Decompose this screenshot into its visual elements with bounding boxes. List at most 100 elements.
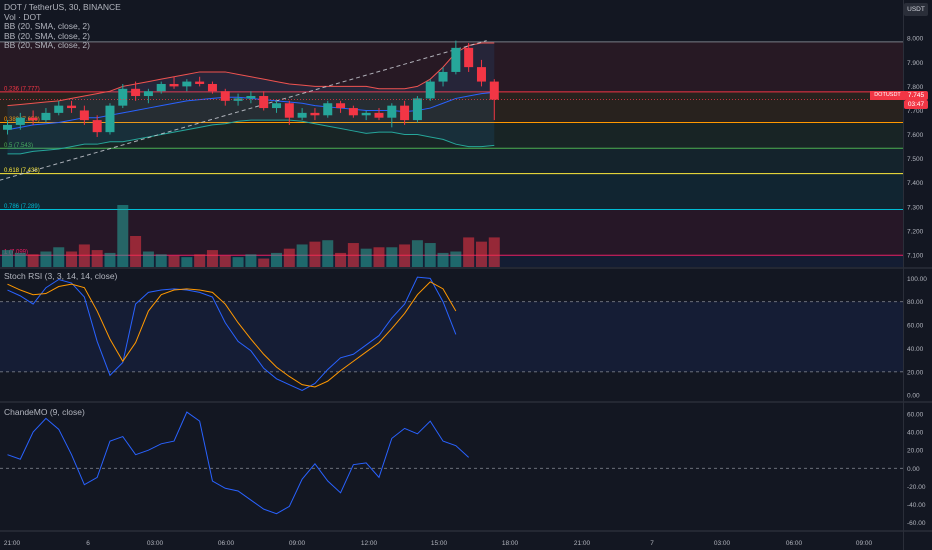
volume-legend[interactable]: Vol · DOT <box>4 11 42 22</box>
volume-bar <box>335 252 347 267</box>
volume-bar <box>424 243 436 267</box>
volume-bar <box>245 254 257 267</box>
volume-bar <box>232 257 244 267</box>
candle-body <box>438 71 448 82</box>
stoch-rsi-legend[interactable]: Stoch RSI (3, 3, 14, 14, close) <box>4 271 118 281</box>
cmo-axis-tick: 40.00 <box>907 430 924 437</box>
candle-body <box>284 103 294 118</box>
stoch-band-fill <box>0 301 903 372</box>
candle-body <box>374 112 384 118</box>
fib-level-label: 1 (7.099) <box>4 250 28 256</box>
volume-bar <box>258 258 270 267</box>
candle-body <box>297 112 307 118</box>
candle-body <box>207 83 217 92</box>
volume-bar <box>309 241 321 267</box>
bb-lower-line <box>7 119 495 155</box>
candle-body <box>92 120 102 133</box>
volume-bar <box>399 244 411 267</box>
volume-bar <box>14 252 26 267</box>
chande-mo-legend[interactable]: ChandeMO (9, close) <box>4 407 85 417</box>
volume-bar <box>219 255 231 267</box>
stoch-axis-tick: 80.00 <box>907 299 924 306</box>
cmo-axis-tick: -60.00 <box>907 520 926 527</box>
candle-body <box>169 83 179 87</box>
bb-legend-2[interactable]: BB (20, SMA, close, 2) <box>4 30 90 41</box>
time-axis-tick: 21:00 <box>574 540 591 547</box>
candle-body <box>41 112 51 121</box>
volume-bar <box>296 244 308 267</box>
bar-countdown: 03:47 <box>904 100 928 109</box>
cmo-axis-tick: 20.00 <box>907 448 924 455</box>
time-axis-tick: 21:00 <box>4 540 21 547</box>
candle-body <box>476 67 486 82</box>
candle-body <box>272 103 282 109</box>
volume-bar <box>181 257 193 267</box>
fib-zone <box>0 173 903 210</box>
candle-body <box>195 81 205 84</box>
candle-body <box>54 105 64 113</box>
stoch-axis-tick: 100.00 <box>907 276 927 283</box>
cmo-line <box>7 411 469 515</box>
price-axis-tick: 7.400 <box>907 180 924 187</box>
candle-body <box>310 112 320 116</box>
candle-body <box>15 117 25 125</box>
volume-bar <box>283 248 295 267</box>
volume-bar <box>91 250 103 267</box>
candle-body <box>361 112 371 116</box>
volume-bar <box>142 251 154 267</box>
candle-body <box>233 98 243 101</box>
time-axis-tick: 15:00 <box>431 540 448 547</box>
price-axis-tick: 7.200 <box>907 228 924 235</box>
candle-body <box>156 83 166 92</box>
fib-zone <box>0 148 903 174</box>
volume-bar <box>463 237 475 267</box>
stoch-axis-tick: 40.00 <box>907 346 924 353</box>
volume-bar <box>155 254 167 267</box>
price-axis-tick: 8.000 <box>907 36 924 43</box>
candle-body <box>105 105 115 133</box>
candle-body <box>220 91 230 101</box>
cmo-axis-tick: -40.00 <box>907 502 926 509</box>
price-axis-tick: 7.500 <box>907 156 924 163</box>
bb-legend-3[interactable]: BB (20, SMA, close, 2) <box>4 40 90 50</box>
volume-bar <box>360 248 372 267</box>
time-axis-tick: 09:00 <box>856 540 873 547</box>
volume-bar <box>130 236 142 267</box>
candle-body <box>336 103 346 109</box>
volume-bar <box>347 243 359 267</box>
candle-body <box>143 91 153 97</box>
last-price-label: 7.745 <box>904 91 928 100</box>
candle-body <box>464 47 474 68</box>
fib-zone <box>0 122 903 149</box>
fib-zone <box>0 209 903 256</box>
stoch-d-line <box>7 281 457 388</box>
candle-body <box>131 88 141 97</box>
volume-bar <box>66 251 78 267</box>
candle-body <box>28 117 38 121</box>
volume-bar <box>437 252 449 267</box>
volume-bar <box>27 254 39 267</box>
fib-level-label: 0.618 (7.438) <box>4 168 40 174</box>
volume-bar <box>488 237 500 267</box>
candle-body <box>182 81 192 87</box>
volume-bar <box>475 241 487 267</box>
trend-line <box>0 40 487 181</box>
cmo-axis-tick: -20.00 <box>907 484 926 491</box>
volume-bar <box>373 247 385 267</box>
cmo-axis-tick: 0.00 <box>907 466 920 473</box>
candle-body <box>451 47 461 72</box>
stoch-k-line <box>7 276 457 392</box>
price-axis-tick: 7.300 <box>907 204 924 211</box>
volume-bar <box>168 255 180 267</box>
candle-body <box>387 105 397 118</box>
time-axis-tick: 06:00 <box>218 540 235 547</box>
candle-body <box>67 105 77 109</box>
stoch-axis-tick: 0.00 <box>907 393 920 400</box>
time-axis-tick: 18:00 <box>502 540 519 547</box>
price-axis-tick: 7.700 <box>907 108 924 115</box>
currency-badge[interactable]: USDT <box>904 3 928 16</box>
volume-bar <box>2 250 13 267</box>
candle-body <box>400 105 410 121</box>
bb-legend-1[interactable]: BB (20, SMA, close, 2) <box>4 21 90 31</box>
